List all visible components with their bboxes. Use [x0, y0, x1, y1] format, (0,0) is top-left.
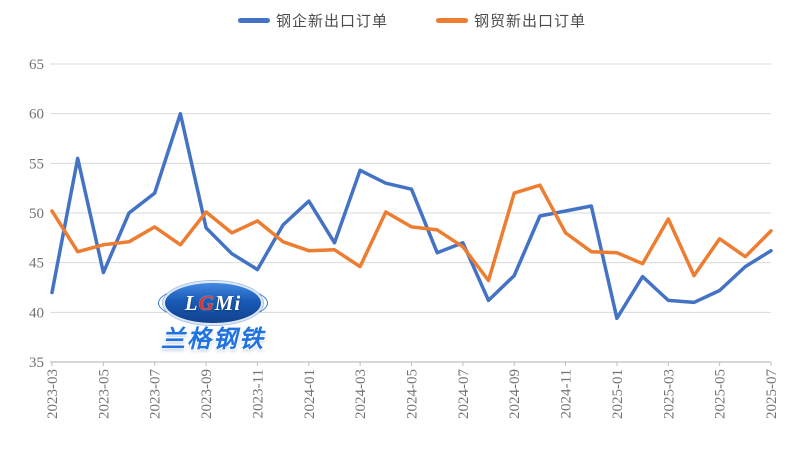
legend-swatch-orange: [436, 18, 468, 23]
x-tick-label-2025-05: 2025-05: [713, 369, 729, 419]
x-tick-label-2024-11: 2024-11: [559, 369, 575, 418]
y-tick-label-40: 40: [29, 305, 44, 321]
y-tick-label-35: 35: [29, 355, 44, 371]
x-tick-label-2024-07: 2024-07: [456, 369, 472, 419]
x-tick-label-2023-03: 2023-03: [45, 369, 61, 419]
series-line-0: [50, 111, 773, 321]
x-tick-label-2024-01: 2024-01: [302, 369, 318, 419]
x-tick-label-2024-09: 2024-09: [507, 369, 523, 419]
legend-item-steel-trade: 钢贸新出口订单: [436, 10, 586, 31]
x-tick-label-2024-03: 2024-03: [353, 369, 369, 419]
y-tick-label-60: 60: [29, 107, 44, 123]
x-tick-label-2023-07: 2023-07: [148, 369, 164, 419]
y-tick-label-55: 55: [29, 156, 44, 172]
x-tick-label-2024-05: 2024-05: [405, 369, 421, 419]
y-tick-label-65: 65: [29, 57, 44, 73]
series-line-1: [50, 183, 773, 283]
y-tick-label-45: 45: [29, 256, 44, 272]
legend-swatch-blue: [237, 18, 270, 23]
x-tick-label-2025-03: 2025-03: [661, 369, 677, 419]
x-tick-label-2025-07: 2025-07: [764, 369, 780, 419]
legend-label-steel-trade: 钢贸新出口订单: [474, 14, 587, 30]
x-tick-label-2023-05: 2023-05: [96, 369, 112, 419]
x-tick-label-2023-11: 2023-11: [250, 369, 266, 418]
y-tick-label-50: 50: [29, 206, 44, 222]
legend-label-steel-enterprise: 钢企新出口订单: [275, 14, 388, 30]
x-tick-label-2023-09: 2023-09: [199, 369, 215, 419]
x-tick-label-2025-01: 2025-01: [610, 369, 626, 419]
legend-item-steel-enterprise: 钢企新出口订单: [237, 10, 388, 31]
chart-legend: 钢企新出口订单 钢贸新出口订单: [52, 10, 772, 31]
